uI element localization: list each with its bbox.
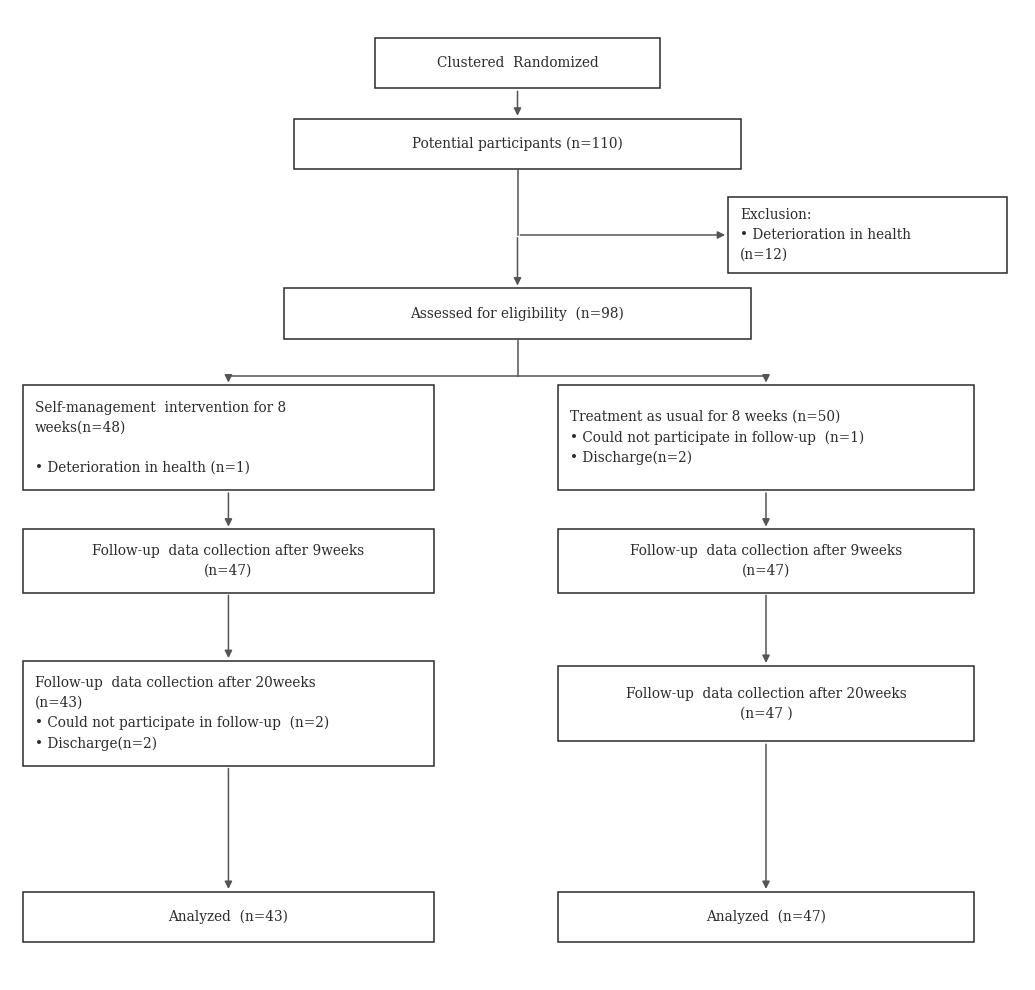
Text: Potential participants (n=110): Potential participants (n=110) xyxy=(412,137,623,151)
Text: Follow-up  data collection after 20weeks
(n=47 ): Follow-up data collection after 20weeks … xyxy=(625,687,907,721)
Text: Follow-up  data collection after 20weeks
(n=43)
• Could not participate in follo: Follow-up data collection after 20weeks … xyxy=(35,675,329,751)
FancyBboxPatch shape xyxy=(23,385,434,490)
FancyBboxPatch shape xyxy=(558,665,974,742)
FancyBboxPatch shape xyxy=(728,197,1007,273)
Text: Follow-up  data collection after 9weeks
(n=47): Follow-up data collection after 9weeks (… xyxy=(630,544,903,578)
FancyBboxPatch shape xyxy=(558,892,974,942)
FancyBboxPatch shape xyxy=(23,530,434,592)
Text: Analyzed  (n=47): Analyzed (n=47) xyxy=(706,910,826,925)
Text: Follow-up  data collection after 9weeks
(n=47): Follow-up data collection after 9weeks (… xyxy=(92,544,364,578)
FancyBboxPatch shape xyxy=(294,119,741,169)
Text: Analyzed  (n=43): Analyzed (n=43) xyxy=(169,910,289,925)
Text: Assessed for eligibility  (n=98): Assessed for eligibility (n=98) xyxy=(411,306,624,321)
FancyBboxPatch shape xyxy=(558,530,974,592)
Text: Self-management  intervention for 8
weeks(n=48)

• Deterioration in health (n=1): Self-management intervention for 8 weeks… xyxy=(35,401,287,475)
FancyBboxPatch shape xyxy=(285,288,750,339)
Text: Treatment as usual for 8 weeks (n=50)
• Could not participate in follow-up  (n=1: Treatment as usual for 8 weeks (n=50) • … xyxy=(570,410,864,465)
Text: Clustered  Randomized: Clustered Randomized xyxy=(437,56,598,70)
Text: Exclusion:
• Deterioration in health
(n=12): Exclusion: • Deterioration in health (n=… xyxy=(740,208,911,262)
FancyBboxPatch shape xyxy=(23,892,434,942)
FancyBboxPatch shape xyxy=(376,38,659,88)
FancyBboxPatch shape xyxy=(23,661,434,765)
FancyBboxPatch shape xyxy=(558,385,974,490)
